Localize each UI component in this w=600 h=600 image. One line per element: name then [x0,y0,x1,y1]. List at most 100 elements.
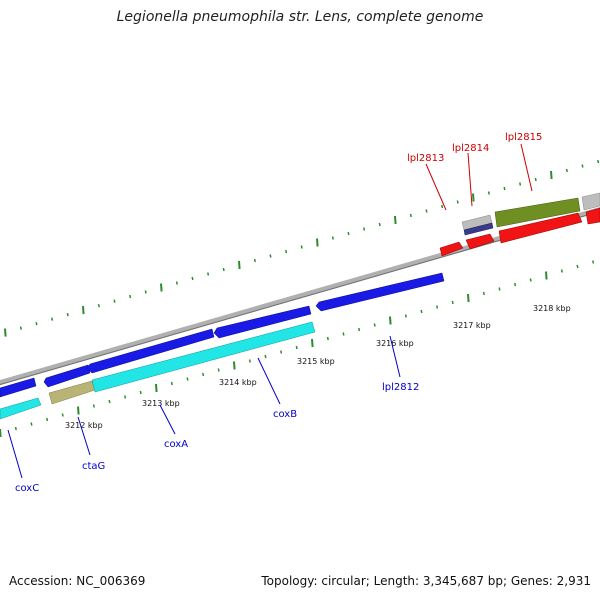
scale-tick [19,326,22,330]
scale-tick [30,422,33,426]
scale-tick [529,278,532,282]
scale-tick [264,354,267,359]
scale-tick [280,350,283,354]
feature-gray[interactable] [581,192,600,211]
scale-tick [108,399,111,404]
gene-labels: coxC ctaG coxA coxB lpl2812 lpl2813 lpl2… [15,132,542,494]
scale-tick [326,336,329,341]
scale-tick [285,249,288,254]
feature-cds-blue[interactable] [0,377,37,398]
scale-tick [597,159,600,164]
scale-tick [66,312,69,317]
scale-tick [451,300,454,305]
feature-indigo[interactable] [463,222,494,236]
scale-tick [592,260,595,264]
gene-label-coxa[interactable]: coxA [164,439,188,450]
scale-tick [331,236,334,240]
scale-tick [46,417,49,422]
scale-tick [482,291,485,296]
scale-tick [82,306,85,315]
scale-tick [253,258,256,263]
scale-tick [129,294,132,299]
scale-tick [441,204,444,209]
scale-label: 3213 kbp [142,399,180,408]
scale-tick [14,426,17,431]
scale-tick [576,264,579,269]
scale-label: 3218 kbp [533,304,571,313]
scale-tick [378,222,381,227]
feature-tracks [0,192,600,420]
scale-tick [233,361,236,370]
scale-tick [35,321,38,326]
scale-tick [545,271,548,280]
scale-tick [207,272,210,276]
feature-cds-red[interactable] [585,207,600,225]
scale-tick [269,254,272,258]
gene-label-ctag[interactable]: ctaG [82,461,105,472]
map-title: Legionella pneumophila str. Lens, comple… [116,9,484,25]
scale-tick [467,293,470,303]
scale-tick [217,368,220,372]
gene-label-lpl2812[interactable]: lpl2812 [382,382,419,393]
feature-olive[interactable] [494,197,581,228]
scale-tick [160,283,163,292]
scale-tick [358,327,361,332]
scale-tick [248,359,251,363]
scale-label: 3216 kbp [376,339,414,348]
feature-cds-blue[interactable] [86,328,215,374]
gene-leader-lines [7,143,533,479]
scale-tick [404,314,407,318]
scale-tick [144,290,147,294]
scale-label: 3217 kbp [453,321,491,330]
scale-tick [487,191,490,195]
scale-tick [295,345,298,350]
feature-cds-red[interactable] [439,241,464,257]
scale-tick [534,177,537,182]
feature-cds-red[interactable] [465,233,495,250]
scale-tick [0,428,2,438]
scale-tick [420,309,423,314]
gene-label-coxb[interactable]: coxB [273,409,297,420]
scale-tick [472,193,475,202]
scale-tick [363,227,366,231]
gene-label-lpl2815[interactable]: lpl2815 [505,132,542,143]
scale-tick [113,299,116,303]
scale-tick [61,413,64,417]
scale-tick [514,282,517,287]
feature-cds-blue[interactable] [315,272,445,312]
scale-tick [300,245,303,249]
scale-tick [389,316,392,325]
scale-tick [342,332,345,336]
scale-tick [124,395,127,399]
scale-tick [139,390,142,395]
scale-tick [51,317,54,321]
scale-tick [202,372,205,377]
gene-label-lpl2813[interactable]: lpl2813 [407,153,444,164]
scale-tick [77,406,80,415]
feature-cds-red[interactable] [498,212,583,244]
scale-tick [155,383,158,393]
scale-tick [97,303,100,308]
gene-label-lpl2814[interactable]: lpl2814 [452,143,489,154]
feature-cyan[interactable] [91,321,316,393]
scale-label: 3212 kbp [65,421,103,430]
scale-tick [456,200,459,204]
scale-tick [316,238,319,247]
scale-tick [186,377,189,381]
feature-cyan[interactable] [0,397,42,420]
scale-tick [503,186,506,191]
scale-tick [550,170,553,180]
feature-cds-blue[interactable] [43,364,91,388]
scale-tick [565,168,568,173]
scale-tick [394,215,397,225]
gene-label-coxc[interactable]: coxC [15,483,39,494]
scale-tick [373,323,376,327]
scale-tick [170,381,173,386]
scale-tick [4,328,7,337]
scale-tick [425,209,428,213]
scale-tick [311,338,314,348]
scale-tick [222,267,225,272]
scale-ticks [0,159,600,438]
feature-cds-blue[interactable] [213,305,312,339]
